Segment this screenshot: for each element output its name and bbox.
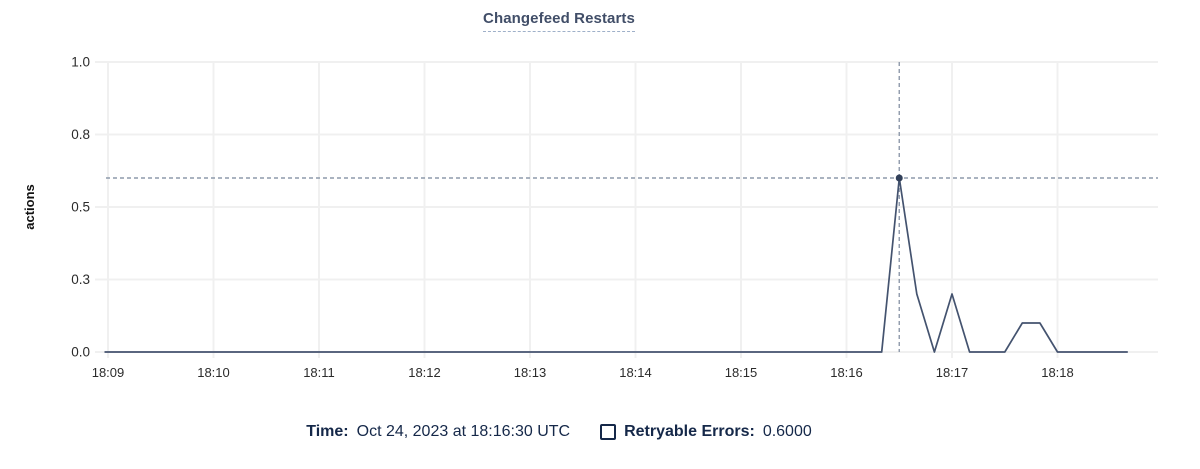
x-tick-label: 18:10 <box>197 365 230 380</box>
series-checkbox-icon[interactable] <box>600 424 617 440</box>
y-tick-label: 0.8 <box>71 127 90 142</box>
x-tick-label: 18:16 <box>830 365 863 380</box>
legend-time-value: Oct 24, 2023 at 18:16:30 UTC <box>356 423 571 440</box>
y-tick-label: 0.5 <box>71 200 90 215</box>
x-tick-label: 18:15 <box>725 365 758 380</box>
chart-canvas[interactable]: 0.0 0.3 0.5 0.8 1.0 18:09 18:10 18:11 18:12 18:13… <box>0 0 1200 400</box>
x-tick-label: 18:11 <box>303 365 335 380</box>
legend-time-group: Time: Oct 24, 2023 at 18:16:30 UTC <box>306 423 570 441</box>
x-tick-label: 18:17 <box>936 365 969 380</box>
y-tick-label: 0.3 <box>71 272 90 287</box>
legend-series-label: Retryable Errors: <box>624 423 755 440</box>
legend-series-toggle[interactable]: Retryable Errors: 0.6000 <box>600 423 812 441</box>
x-tick-label: 18:12 <box>408 365 441 380</box>
chart-legend: Time: Oct 24, 2023 at 18:16:30 UTC Retry… <box>0 423 1118 441</box>
y-tick-label: 1.0 <box>71 55 90 70</box>
y-axis-unit-label: actions <box>22 184 37 230</box>
series-line <box>104 177 1128 353</box>
chart-title[interactable]: Changefeed Restarts <box>483 10 635 32</box>
highlight-dot <box>895 174 903 182</box>
chart-title-row: Changefeed Restarts <box>0 10 1118 32</box>
legend-series-value: 0.6000 <box>762 423 812 440</box>
x-tick-label: 18:09 <box>92 365 125 380</box>
x-tick-label: 18:14 <box>619 365 652 380</box>
legend-time-label: Time: <box>306 423 349 440</box>
y-tick-label: 0.0 <box>71 345 90 360</box>
x-tick-label: 18:13 <box>514 365 547 380</box>
x-tick-label: 18:18 <box>1041 365 1074 380</box>
